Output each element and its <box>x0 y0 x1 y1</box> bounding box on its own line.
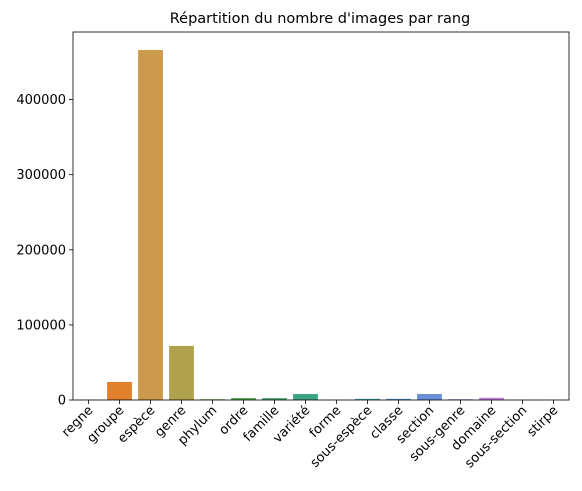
chart-title: Répartition du nombre d'images par rang <box>170 11 470 27</box>
bar-groupe <box>107 381 132 400</box>
bar-genre <box>169 345 194 400</box>
bar-sous-espèce <box>355 398 380 400</box>
y-tick-label: 300000 <box>16 168 66 183</box>
y-tick-label: 100000 <box>16 318 66 333</box>
bar-variété <box>293 393 318 400</box>
bar-espèce <box>138 50 163 401</box>
bar-famille <box>262 398 287 400</box>
axes-frame <box>72 31 570 401</box>
bar-classe <box>386 398 411 400</box>
x-tick-label-stirpe: stirpe <box>525 403 562 440</box>
plot-area: 0100000200000300000400000regnegroupeespè… <box>16 31 570 471</box>
bar-section <box>417 393 442 400</box>
y-tick-label: 200000 <box>16 243 66 258</box>
bar-ordre <box>231 398 256 400</box>
bar-domaine <box>479 397 504 400</box>
y-tick-label: 400000 <box>16 93 66 108</box>
y-tick-label: 0 <box>58 394 66 409</box>
